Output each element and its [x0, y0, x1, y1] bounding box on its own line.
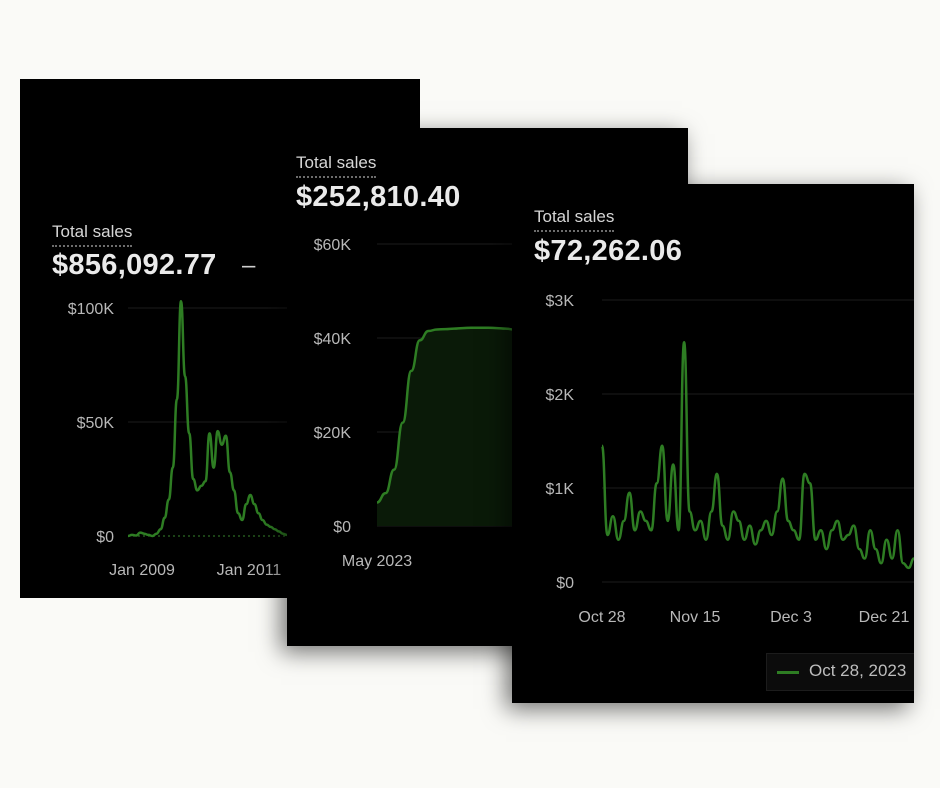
total-sales-value: $72,262.06: [534, 235, 683, 267]
card-title: Total sales: [296, 153, 377, 178]
y-tick-label: $1K: [546, 481, 575, 498]
legend-swatch: [777, 671, 799, 674]
y-tick-label: $0: [556, 575, 574, 592]
x-tick-label: Oct 28: [578, 609, 625, 626]
y-tick-label: $50K: [77, 415, 115, 432]
sales-line-chart: $0 $1K $2K $3K Oct 28 Nov 15 Dec 3 Dec 21: [546, 293, 914, 626]
x-tick-label: Dec 21: [859, 609, 910, 626]
y-tick-label: $0: [333, 519, 351, 536]
y-tick-label: $20K: [314, 425, 352, 442]
y-tick-label: $100K: [68, 301, 115, 318]
y-tick-label: $40K: [314, 331, 352, 348]
series-line: [600, 341, 914, 570]
series-line: [376, 326, 515, 504]
x-tick-label: Jan 2011: [217, 562, 282, 579]
chart-legend[interactable]: Oct 28, 2023: [766, 653, 914, 691]
value-dash: –: [242, 252, 256, 279]
card-title: Total sales: [534, 207, 615, 232]
total-sales-value: $856,092.77: [52, 249, 217, 281]
card-title: Total sales: [52, 222, 133, 247]
y-tick-label: $60K: [314, 237, 352, 254]
total-sales-card-oct-dec: Total sales $72,262.06 $0 $1K $2K $3K Oct 28…: [512, 184, 914, 703]
y-tick-label: $0: [96, 529, 114, 546]
x-tick-label: Nov 15: [670, 609, 721, 626]
y-tick-label: $2K: [546, 387, 575, 404]
x-tick-label: Dec 3: [770, 609, 812, 626]
x-tick-label: May 2023: [342, 553, 412, 570]
series-line: [127, 299, 288, 538]
total-sales-value: $252,810.40: [296, 181, 461, 213]
series-area: [377, 327, 514, 526]
y-tick-label: $3K: [546, 293, 575, 310]
legend-label: Oct 28, 2023: [809, 661, 907, 680]
x-tick-label: Jan 2009: [109, 562, 175, 579]
